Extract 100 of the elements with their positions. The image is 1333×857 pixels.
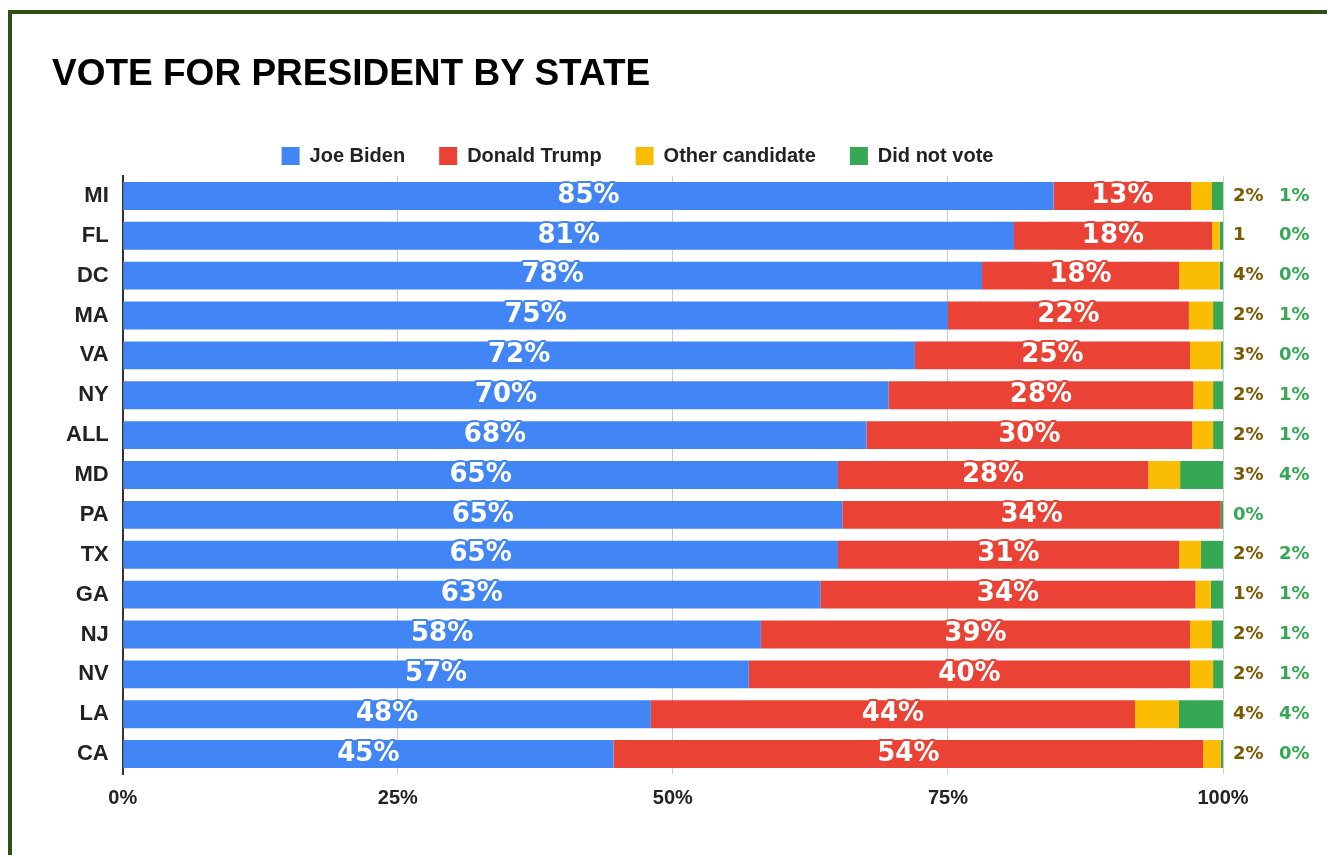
bar — [1192, 421, 1214, 450]
bar — [1180, 461, 1223, 489]
bar — [123, 740, 614, 769]
data-label: 65% — [449, 537, 512, 568]
bar — [1213, 421, 1223, 450]
bar — [650, 700, 1135, 729]
x-tick-label: 0% — [108, 785, 138, 808]
data-label: 2% — [1233, 303, 1264, 325]
bar — [1200, 540, 1223, 569]
bar — [1203, 740, 1221, 769]
data-label: 58% — [410, 617, 474, 648]
data-label: 1% — [1233, 582, 1264, 604]
data-label: 2% — [1233, 183, 1264, 205]
bar — [123, 221, 1014, 250]
data-label: 13% — [1091, 178, 1154, 209]
data-label: 0% — [1233, 502, 1264, 524]
data-label: 4% — [1233, 263, 1264, 285]
y-tick-label: MI — [84, 182, 109, 207]
bar — [1220, 341, 1223, 370]
y-tick-label: LA — [79, 700, 109, 726]
y-tick-label: FL — [81, 221, 109, 247]
bar — [1188, 301, 1214, 330]
y-tick-label: NJ — [80, 620, 109, 646]
data-label: 0% — [1279, 223, 1310, 245]
data-label: 18% — [1049, 258, 1112, 289]
bar — [123, 341, 915, 370]
data-label: 1 — [1233, 223, 1246, 245]
bar — [123, 421, 867, 450]
x-tick-label: 100% — [1197, 785, 1249, 808]
bar — [123, 580, 821, 609]
y-tick-label: VA — [79, 341, 109, 367]
data-label: 28% — [1009, 378, 1073, 409]
data-label: 22% — [1037, 298, 1100, 329]
x-tick-label: 50% — [652, 785, 694, 808]
bar — [1219, 261, 1223, 290]
data-label: 0% — [1279, 263, 1310, 285]
x-tick-label: 75% — [927, 785, 969, 808]
bar — [1189, 660, 1214, 689]
data-label: 1% — [1279, 183, 1310, 205]
y-tick-label: TX — [80, 540, 110, 566]
data-label: 45% — [337, 736, 400, 767]
bar — [123, 660, 749, 689]
bar — [1213, 381, 1223, 410]
bar — [1148, 461, 1181, 489]
y-tick-label: MA — [74, 301, 109, 327]
data-label: 0% — [1279, 741, 1310, 763]
bar — [123, 261, 983, 290]
chart-title: VOTE FOR PRESIDENT BY STATE — [52, 52, 651, 94]
bar — [1219, 221, 1223, 250]
data-label: 34% — [1000, 497, 1063, 528]
bar — [123, 540, 838, 569]
data-label: 2% — [1233, 622, 1264, 644]
bar — [123, 620, 761, 649]
data-label: 2% — [1233, 382, 1264, 404]
legend-label: Other candidate — [663, 143, 816, 166]
data-label: 4% — [1233, 701, 1264, 723]
bar — [1212, 620, 1223, 649]
data-label: 57% — [404, 657, 468, 688]
bar — [1178, 540, 1201, 569]
data-label: 68% — [463, 417, 527, 448]
bar — [613, 740, 1204, 769]
bar — [1189, 341, 1221, 370]
bar — [1134, 700, 1179, 729]
data-label: 4% — [1279, 462, 1310, 484]
bar — [1193, 381, 1214, 410]
bar — [1212, 221, 1220, 250]
data-label: 40% — [938, 657, 1001, 688]
data-label: 1% — [1279, 582, 1310, 604]
bar — [123, 461, 838, 489]
data-label: 25% — [1021, 338, 1084, 369]
data-label: 81% — [537, 218, 600, 249]
bar — [123, 700, 651, 729]
data-label: 1% — [1279, 662, 1310, 684]
data-label: 31% — [977, 537, 1040, 568]
y-tick-label: NV — [78, 660, 110, 686]
bar — [1213, 660, 1223, 689]
bar — [748, 660, 1190, 689]
data-label: 85% — [557, 178, 620, 209]
bar — [123, 181, 1054, 210]
bar — [1191, 181, 1212, 210]
data-label: 28% — [961, 457, 1025, 488]
bar — [123, 301, 948, 330]
legend-label: Donald Trump — [467, 143, 602, 166]
data-label: 30% — [998, 417, 1061, 448]
data-label: 1% — [1279, 303, 1310, 325]
bar — [1213, 301, 1223, 330]
y-tick-label: PA — [79, 500, 109, 526]
y-tick-label: MD — [74, 461, 109, 487]
legend-label: Did not vote — [877, 143, 994, 166]
y-tick-label: ALL — [66, 421, 109, 447]
data-label: 65% — [449, 457, 512, 488]
data-label: 0% — [1279, 343, 1310, 365]
data-label: 75% — [504, 298, 567, 329]
data-label: 1% — [1279, 622, 1310, 644]
bar — [1178, 261, 1220, 290]
data-label: 48% — [355, 696, 419, 727]
data-label: 1% — [1279, 382, 1310, 404]
bar — [1210, 580, 1223, 609]
data-label: 72% — [487, 338, 551, 369]
data-label: 3% — [1233, 343, 1264, 365]
